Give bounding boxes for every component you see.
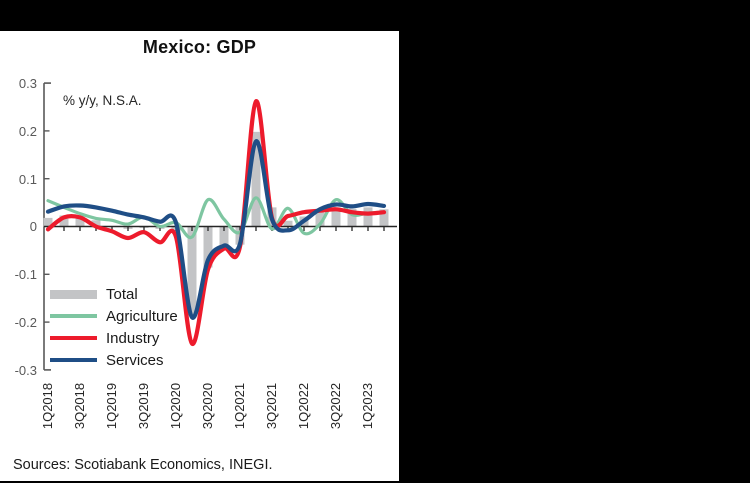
legend-label: Agriculture [106,307,178,325]
x-axis-tick-label: 1Q2020 [168,382,183,430]
x-axis-tick-label: 3Q2018 [72,382,87,430]
legend-item-total: Total [50,283,178,305]
agriculture-line-swatch [50,314,97,318]
x-axis-tick-label: 3Q2022 [328,382,343,430]
x-axis-tick-label: 1Q2019 [104,382,119,430]
legend-label: Industry [106,329,160,347]
axis-units-annotation: % y/y, N.S.A. [63,93,142,108]
y-axis-tick-label: -0.3 [14,363,37,378]
legend-label: Services [106,351,164,369]
x-axis-tick-label: 1Q2023 [360,382,375,430]
y-axis-tick-label: -0.2 [14,315,37,330]
y-axis-tick-label: 0 [29,219,37,234]
x-axis-tick-label: 3Q2019 [136,382,151,430]
y-axis-tick-label: 0.1 [18,172,37,187]
x-axis-tick-label: 1Q2021 [232,382,247,430]
y-axis-tick-label: -0.1 [14,267,37,282]
source-note: Sources: Scotiabank Economics, INEGI. [13,457,273,473]
x-axis-tick-label: 1Q2022 [296,382,311,430]
services-line-swatch [50,358,97,362]
chart-title: Mexico: GDP [142,37,257,57]
x-axis-tick-label: 1Q2018 [40,382,55,430]
y-axis-tick-label: 0.3 [18,76,37,91]
x-axis-tick-label: 3Q2021 [264,382,279,430]
y-axis-tick-label: 0.2 [18,124,37,139]
legend-item-agriculture: Agriculture [50,305,178,327]
total-bar-swatch [50,289,97,299]
legend-label: Total [106,285,138,303]
legend-item-services: Services [50,349,178,371]
legend-item-industry: Industry [50,327,178,349]
x-axis-tick-label: 3Q2020 [200,382,215,430]
industry-line-swatch [50,336,97,340]
legend: Total Agriculture Industry Services [50,283,178,371]
